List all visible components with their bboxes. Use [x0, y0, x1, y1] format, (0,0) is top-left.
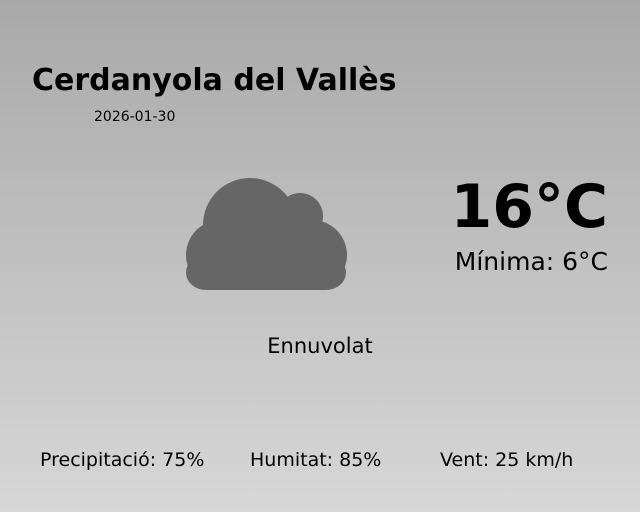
weather-condition: Ennuvolat [0, 334, 640, 358]
condition-text: Ennuvolat [267, 334, 373, 358]
minimum-temperature: Mínima: 6°C [454, 247, 608, 276]
cloud-icon [186, 178, 347, 290]
humidity-stat: Humitat: 85% [250, 449, 382, 471]
current-temperature: 16°C [450, 172, 608, 242]
precipitation-stat: Precipitació: 75% [40, 449, 205, 471]
wind-stat: Vent: 25 km/h [440, 449, 574, 471]
city-name: Cerdanyola del Vallès [32, 63, 397, 98]
forecast-date: 2026-01-30 [94, 109, 176, 125]
